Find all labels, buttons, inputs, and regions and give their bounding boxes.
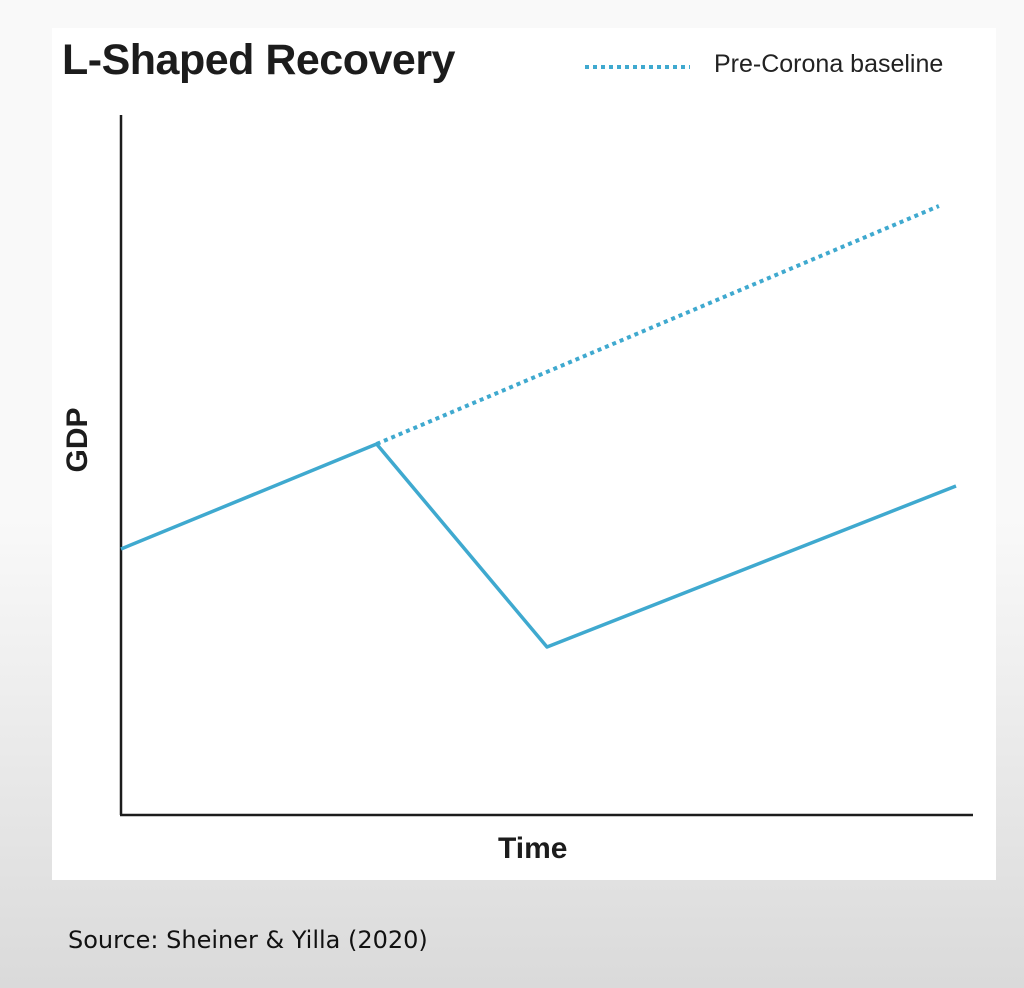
- baseline-series-line: [375, 204, 940, 446]
- source-note: Source: Sheiner & Yilla (2020): [68, 926, 428, 954]
- gdp-series-line: [120, 442, 957, 649]
- y-axis-label: GDP: [61, 407, 94, 473]
- legend-label: Pre-Corona baseline: [714, 50, 944, 78]
- x-axis-label: Time: [498, 832, 568, 865]
- chart-title: L-Shaped Recovery: [62, 36, 455, 84]
- series-layer: [120, 204, 957, 649]
- chart-panel: [52, 28, 996, 880]
